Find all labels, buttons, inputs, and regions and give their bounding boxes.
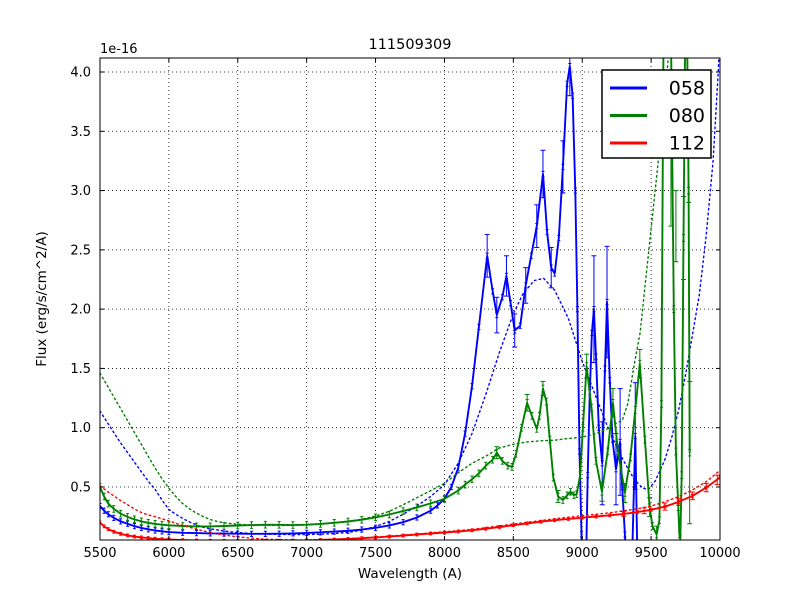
x-tick-label: 8500: [497, 546, 530, 561]
series-080: [100, 58, 693, 540]
series-112-model: [100, 469, 720, 540]
chart-title: 111509309: [368, 37, 451, 53]
y-tick-label: 0.5: [70, 480, 91, 495]
x-tick-label: 5500: [83, 546, 116, 561]
y-tick-label: 2.5: [70, 243, 91, 258]
legend-entry-058: 058: [610, 78, 705, 100]
axis-ticks: [99, 58, 721, 540]
legend-label: 080: [669, 105, 705, 127]
legend-label: 058: [669, 78, 705, 100]
x-tick-label: 7500: [359, 546, 392, 561]
axis-labels: 5500 6000 6500 7000 7500 8000 8500 9000 9500 1000…: [34, 37, 741, 582]
y-tick-label: 3.0: [70, 184, 91, 199]
y-axis-label: Flux (erg/s/cm^2/A): [34, 231, 50, 366]
plot-area: [100, 58, 720, 540]
legend: 058 080 112: [601, 69, 712, 159]
plot-frame: [99, 57, 721, 541]
legend-label: 112: [669, 133, 705, 155]
x-tick-label: 8000: [428, 546, 461, 561]
x-axis-label: Wavelength (A): [358, 566, 462, 582]
x-tick-label: 10000: [699, 546, 740, 561]
x-tick-label: 6000: [152, 546, 185, 561]
y-tick-label: 1.5: [70, 362, 91, 377]
legend-entry-080: 080: [610, 105, 705, 127]
x-tick-label: 6500: [221, 546, 254, 561]
series-line-080-model: [100, 58, 669, 527]
series-058: [100, 58, 639, 540]
series-line-080: [100, 58, 691, 540]
series-line-058: [100, 65, 639, 540]
legend-entry-112: 112: [610, 133, 705, 155]
y-tick-label: 4.0: [70, 65, 91, 80]
y-tick-label: 1.0: [70, 421, 91, 436]
series-line-112-model: [100, 469, 720, 540]
x-tick-label: 9000: [566, 546, 599, 561]
x-tick-label: 7000: [290, 546, 323, 561]
series-080-model: [100, 58, 669, 527]
x-tick-label: 9500: [635, 546, 668, 561]
y-tick-label: 2.0: [70, 303, 91, 318]
y-axis-offset-text: 1e-16: [100, 42, 138, 57]
y-tick-label: 3.5: [70, 125, 91, 140]
